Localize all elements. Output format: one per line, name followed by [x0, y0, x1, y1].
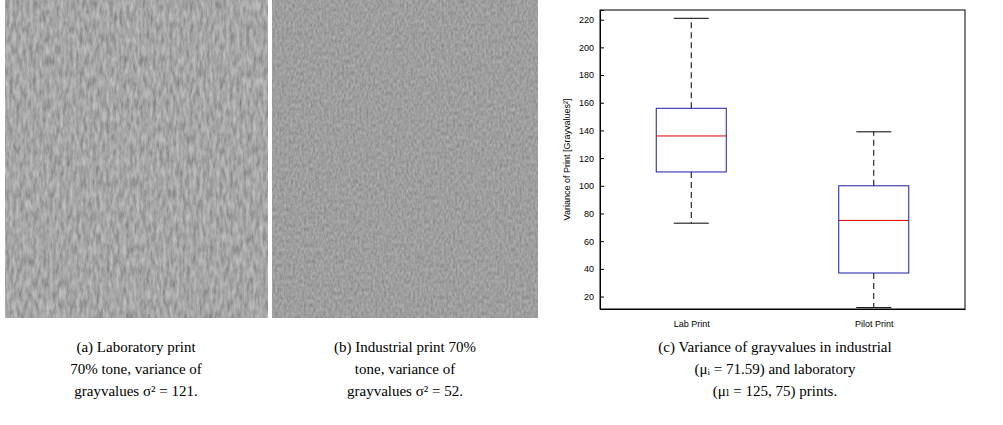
y-tick-mark: [600, 20, 604, 21]
y-tick: 60: [584, 237, 604, 247]
y-tick-label: 40: [584, 264, 594, 274]
y-tick: 140: [579, 126, 604, 136]
lower-cap: [856, 307, 891, 308]
figure: (a) Laboratory print 70% tone, variance o…: [0, 0, 1003, 425]
boxes: [656, 18, 909, 307]
y-axis-title: Variance of Print [Grayvalues²]: [562, 99, 572, 221]
x-axis: Lab Print Pilot Print: [601, 309, 966, 329]
box: [656, 108, 726, 172]
y-tick-label: 160: [579, 98, 594, 108]
y-tick: 180: [579, 70, 604, 80]
plot-frame: [600, 10, 965, 309]
upper-cap: [674, 18, 709, 19]
caption-line: (a) Laboratory print: [76, 339, 196, 356]
x-tick: Lab Print: [674, 309, 711, 329]
y-tick-label: 200: [579, 43, 594, 53]
y-tick-mark: [600, 47, 604, 48]
y-tick: 20: [584, 292, 604, 302]
upper-whisker: [691, 18, 692, 108]
industrial-print-image: [272, 0, 538, 318]
y-axis-line: [601, 11, 605, 310]
y-tick-mark: [600, 213, 604, 214]
caption-line: grayvalues σ² = 52.: [347, 383, 463, 399]
y-tick-mark: [600, 158, 604, 159]
y-tick: 200: [579, 43, 604, 53]
caption-c: (c) Variance of grayvalues in industrial…: [658, 339, 891, 400]
y-tick-label: 100: [579, 181, 594, 191]
y-tick-label: 220: [579, 15, 594, 25]
y-axis: 20 40 60 80 100 120 140 160 180 200 220: [579, 11, 604, 310]
box: [839, 186, 909, 273]
laboratory-print-image: [5, 0, 268, 318]
lower-cap: [674, 223, 709, 224]
y-tick: 80: [584, 209, 604, 219]
y-tick: 220: [579, 15, 604, 25]
y-tick-label: 180: [579, 70, 594, 80]
lower-whisker: [691, 172, 692, 223]
y-tick-label: 20: [584, 292, 594, 302]
y-tick-label: 120: [579, 153, 594, 163]
x-tick-label: Pilot Print: [855, 319, 894, 329]
caption-line: 70% tone, variance of: [70, 361, 202, 377]
x-tick: Pilot Print: [855, 309, 894, 329]
y-tick-label: 80: [584, 209, 594, 219]
caption-line: (μₗ = 125, 75) prints.: [713, 383, 837, 400]
y-tick-mark: [600, 75, 604, 76]
y-tick: 100: [579, 181, 604, 191]
lower-whisker: [873, 273, 874, 308]
median: [839, 220, 909, 221]
upper-whisker: [873, 132, 874, 186]
caption-a: (a) Laboratory print 70% tone, variance o…: [70, 339, 202, 399]
y-tick-mark: [600, 297, 604, 298]
median: [656, 135, 726, 136]
y-tick-mark: [600, 103, 604, 104]
y-tick-label: 60: [584, 237, 594, 247]
caption-line: (μᵢ = 71.59) and laboratory: [695, 361, 856, 378]
upper-cap: [856, 131, 891, 132]
caption-b: (b) Industrial print 70% tone, variance o…: [334, 339, 476, 399]
y-tick-mark: [600, 186, 604, 187]
y-tick-mark: [600, 130, 604, 131]
box-group: [656, 18, 726, 223]
y-tick: 120: [579, 153, 604, 163]
y-tick: 40: [584, 264, 604, 274]
caption-line: grayvalues σ² = 121.: [74, 383, 198, 399]
caption-line: (c) Variance of grayvalues in industrial: [658, 339, 891, 356]
x-axis-line: [601, 309, 966, 310]
y-tick-mark: [600, 241, 604, 242]
y-tick-mark: [600, 269, 604, 270]
y-tick: 160: [579, 98, 604, 108]
y-tick-label: 140: [579, 126, 594, 136]
x-tick-label: Lab Print: [674, 319, 711, 329]
caption-line: tone, variance of: [355, 361, 455, 377]
caption-line: (b) Industrial print 70%: [334, 339, 476, 356]
box-group: [839, 132, 909, 308]
